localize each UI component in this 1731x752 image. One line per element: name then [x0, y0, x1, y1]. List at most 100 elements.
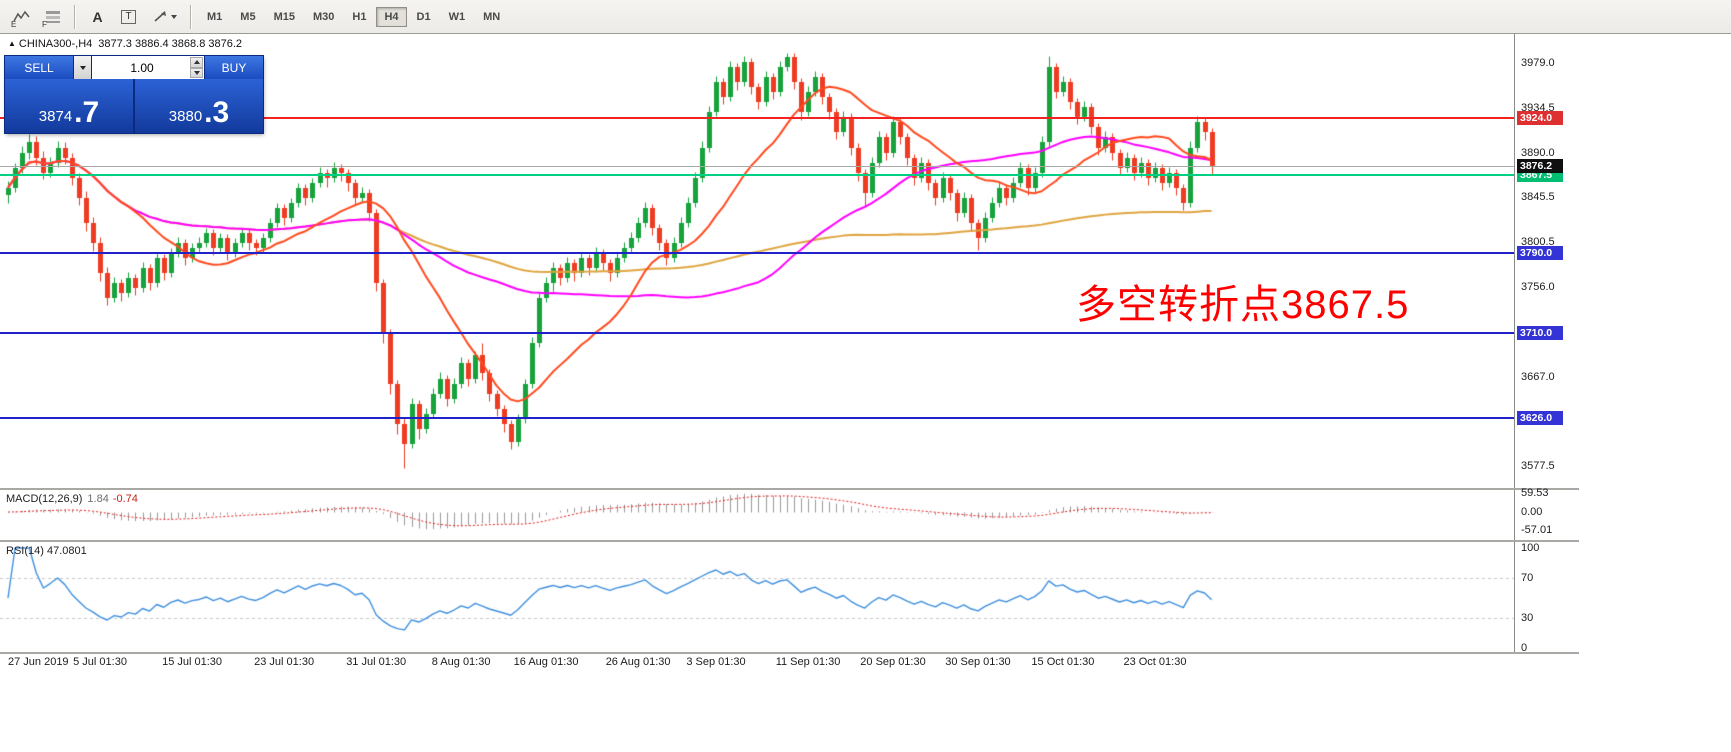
timeframe-h4[interactable]: H4 — [376, 6, 407, 27]
volume-step-down-button[interactable] — [190, 67, 203, 78]
symbol-header: ▲ CHINA300-,H4 3877.3 3886.4 3868.8 3876.2 — [8, 38, 242, 50]
one-click-trading-widget: SELL BUY 3874 .7 3880 .3 — [5, 56, 263, 133]
macd-tick: 0.00 — [1521, 506, 1543, 518]
time-scale[interactable]: 27 Jun 2019 5 Jul 01:30 15 Jul 01:30 23 Jul… — [0, 654, 1514, 672]
rsi-panel[interactable]: RSI(14) 47.0801 — [0, 542, 1515, 652]
order-type-dropdown[interactable] — [73, 56, 91, 79]
tool-badge: E — [11, 20, 17, 29]
arrow-icon — [153, 10, 166, 22]
symbol-name: CHINA300-,H4 — [18, 38, 93, 50]
rsi-tick: 0 — [1521, 642, 1528, 654]
time-label: 15 Oct 01:30 — [1031, 656, 1095, 668]
toolbar: E F A T M1 M5 M15 M30 H1 H4 D1 W1 MN — [0, 0, 1731, 34]
volume-stepper — [190, 57, 203, 78]
time-label: 30 Sep 01:30 — [945, 656, 1011, 668]
rsi-label: RSI(14) 47.0801 — [6, 545, 87, 557]
textbox-tool-button[interactable]: T — [114, 3, 143, 30]
symbol-marker-icon: ▲ — [8, 39, 16, 48]
panel-divider[interactable] — [0, 652, 1579, 654]
timeframe-m30[interactable]: M30 — [312, 10, 335, 23]
time-label: 16 Aug 01:30 — [513, 656, 579, 668]
time-label: 15 Jul 01:30 — [162, 656, 223, 668]
price-tick: 3577.5 — [1521, 460, 1555, 473]
macd-main-value: 1.84 — [87, 493, 109, 505]
time-label: 23 Jul 01:30 — [254, 656, 315, 668]
macd-tick: 59.53 — [1521, 487, 1549, 499]
chevron-down-icon — [170, 14, 177, 19]
buy-price-pips: .3 — [204, 95, 230, 129]
panel-divider[interactable] — [0, 540, 1579, 542]
sell-button[interactable]: SELL — [5, 56, 73, 79]
timeframe-m15[interactable]: M15 — [273, 10, 295, 23]
timeframe-h1[interactable]: H1 — [352, 10, 367, 23]
time-label: 23 Oct 01:30 — [1123, 656, 1187, 668]
main-chart-panel[interactable]: ▲ CHINA300-,H4 3877.3 3886.4 3868.8 3876.2… — [0, 34, 1515, 488]
rsi-title: RSI(14) — [6, 545, 44, 557]
timeframe-d1[interactable]: D1 — [416, 10, 431, 23]
zigzag-chart-icon — [13, 10, 30, 21]
time-label: 3 Sep 01:30 — [686, 656, 746, 668]
current-price-label: 3876.2 — [1517, 159, 1563, 174]
time-label: 8 Aug 01:30 — [431, 656, 491, 668]
buy-price-main: 3880 — [168, 108, 203, 125]
price-scale[interactable]: 3979.0 3934.5 3890.0 3845.5 3800.5 3756.0 3667… — [1516, 34, 1578, 488]
buy-button[interactable]: BUY — [205, 56, 263, 79]
rsi-tick: 100 — [1521, 542, 1540, 554]
text-a-icon: A — [92, 8, 103, 25]
rsi-value: 47.0801 — [46, 545, 87, 557]
text-tool-button[interactable]: A — [83, 3, 112, 30]
sell-price-main: 3874 — [38, 108, 73, 125]
sell-price-display[interactable]: 3874 .7 — [5, 79, 135, 133]
textbox-icon: T — [121, 9, 136, 24]
triangle-up-icon — [193, 60, 200, 65]
panel-divider[interactable] — [0, 488, 1579, 490]
price-level-label: 3924.0 — [1517, 111, 1563, 126]
price-tick: 3890.0 — [1521, 146, 1555, 159]
price-level-label: 3790.0 — [1517, 245, 1563, 260]
timeframe-mn[interactable]: MN — [483, 10, 501, 23]
price-tick: 3756.0 — [1521, 281, 1555, 294]
price-tick: 3800.5 — [1521, 236, 1555, 249]
chart-annotation-text: 多空转折点3867.5 — [1076, 283, 1410, 327]
time-label: 5 Jul 01:30 — [73, 656, 127, 668]
price-tick: 3979.0 — [1521, 57, 1555, 70]
time-label: 31 Jul 01:30 — [346, 656, 407, 668]
macd-signal-value: -0.74 — [112, 493, 138, 505]
rsi-tick: 70 — [1521, 572, 1534, 584]
timeframe-w1[interactable]: W1 — [448, 10, 466, 23]
grid-lines-icon — [45, 10, 60, 23]
toolbar-separator — [190, 4, 192, 29]
triangle-down-icon — [193, 70, 200, 75]
time-label: 11 Sep 01:30 — [775, 656, 841, 668]
grid-tool-button[interactable]: F — [38, 3, 67, 30]
macd-canvas[interactable] — [0, 490, 1514, 540]
rsi-tick: 30 — [1521, 612, 1534, 624]
tool-badge: F — [42, 20, 47, 29]
price-tick: 3845.5 — [1521, 191, 1555, 204]
price-tick: 3667.0 — [1521, 370, 1555, 383]
time-label: 20 Sep 01:30 — [860, 656, 926, 668]
macd-tick: -57.01 — [1521, 524, 1553, 537]
macd-panel[interactable]: MACD(12,26,9) 1.84 -0.74 — [0, 490, 1515, 540]
timeframe-m1[interactable]: M1 — [207, 10, 223, 23]
timeframe-m5[interactable]: M5 — [240, 10, 256, 23]
symbol-ohlc: 3877.3 3886.4 3868.8 3876.2 — [98, 38, 243, 50]
macd-label: MACD(12,26,9) 1.84 -0.74 — [6, 493, 138, 505]
buy-price-display[interactable]: 3880 .3 — [135, 79, 263, 133]
toolbar-separator — [74, 4, 76, 29]
volume-input[interactable] — [92, 56, 204, 79]
volume-field — [91, 56, 205, 79]
price-level-label: 3710.0 — [1517, 326, 1563, 341]
rsi-scale[interactable]: 100 70 30 0 — [1516, 542, 1578, 654]
rsi-canvas[interactable] — [0, 542, 1514, 652]
time-label: 27 Jun 2019 — [8, 656, 69, 668]
macd-title: MACD(12,26,9) — [6, 493, 83, 505]
price-level-label: 3626.0 — [1517, 410, 1563, 425]
macd-scale[interactable]: 59.53 0.00 -57.01 — [1516, 487, 1578, 540]
sell-price-pips: .7 — [74, 95, 100, 129]
price-tick: 3934.5 — [1521, 101, 1555, 114]
arrow-objects-button[interactable] — [145, 3, 183, 30]
timeframe-group: M1 M5 M15 M30 H1 H4 D1 W1 MN — [198, 6, 509, 27]
zigzag-tool-button[interactable]: E — [7, 3, 36, 30]
volume-step-up-button[interactable] — [190, 57, 203, 68]
